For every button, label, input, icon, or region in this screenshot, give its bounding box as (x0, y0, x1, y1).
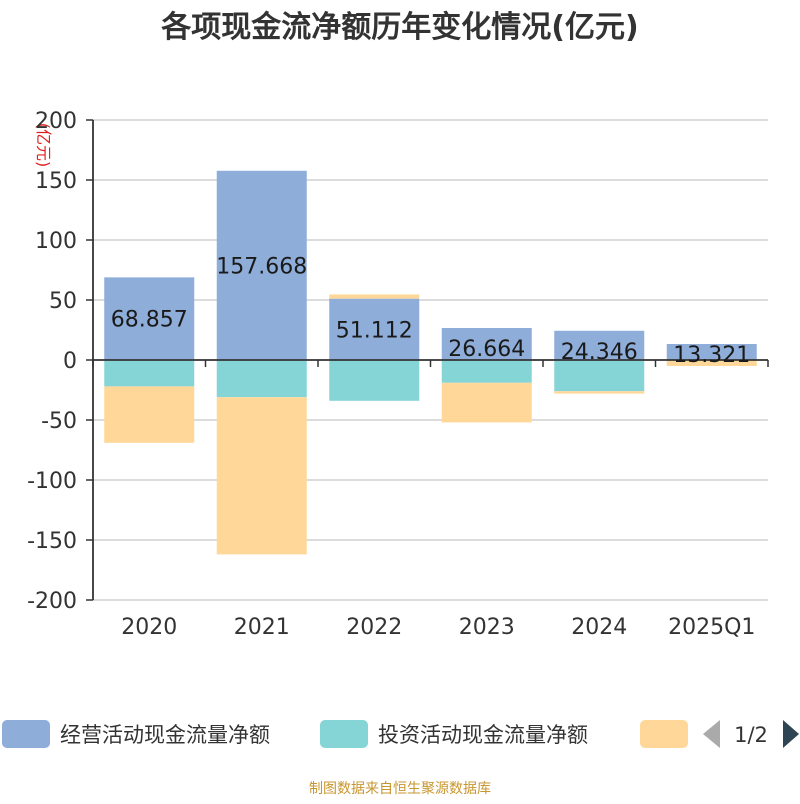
y-tick-label: -50 (41, 409, 77, 434)
bar-2-2023 (441, 360, 532, 383)
bar-1-2020 (104, 277, 195, 360)
bar-3-2025Q1 (666, 360, 757, 366)
y-tick-label: 100 (35, 229, 77, 254)
data-label: 13.321 (673, 343, 750, 368)
bar-3-2021 (216, 397, 307, 555)
chart-title: 各项现金流净额历年变化情况(亿元) (160, 10, 638, 45)
legend-label: 投资活动现金流量净额 (378, 723, 588, 747)
y-tick-label: -150 (27, 529, 77, 554)
x-tick-label: 2020 (121, 615, 177, 640)
y-tick-label: 150 (35, 169, 77, 194)
data-label: 68.857 (111, 308, 188, 333)
data-labels: 68.857 157.668 51.112 26.664 24.346 13.321 (111, 254, 750, 368)
y-tick-label: 200 (35, 109, 77, 134)
data-label: 51.112 (336, 318, 413, 343)
x-tick-label: 2025Q1 (668, 615, 755, 640)
bar-1-2023 (441, 328, 532, 360)
bars (104, 170, 757, 555)
bar-2-2020 (104, 360, 195, 387)
x-tick-label: 2024 (571, 615, 627, 640)
y-tick-label: -200 (27, 589, 77, 614)
legend-label: 经营活动现金流量净额 (60, 723, 270, 747)
x-tick-label: 2022 (346, 615, 402, 640)
x-tick-label: 2023 (459, 615, 515, 640)
data-label: 157.668 (216, 254, 307, 279)
legend-swatch (640, 720, 688, 748)
bar-1-2024 (554, 330, 645, 360)
legend-prev-icon[interactable] (703, 720, 720, 748)
bar-2-2021 (216, 360, 307, 398)
bar-2-2022 (329, 360, 420, 401)
data-source-note: 制图数据来自恒生聚源数据库 (309, 781, 491, 797)
grid (93, 119, 768, 601)
bar-3-2024 (554, 391, 645, 394)
data-label: 26.664 (448, 337, 525, 362)
bar-3-2022 (329, 294, 420, 299)
bar-1-2022 (329, 298, 420, 360)
legend-next-icon[interactable] (783, 720, 799, 748)
legend-swatch (320, 720, 368, 748)
bar-1-2021 (216, 170, 307, 360)
axes: 200 150 100 50 0 -50 -100 -150 -200 2020 2021 2022 2… (27, 109, 769, 640)
y-tick-label: 0 (63, 349, 77, 374)
x-tick-label: 2021 (234, 615, 290, 640)
y-tick-label: -100 (27, 469, 77, 494)
legend: 经营活动现金流量净额 投资活动现金流量净额 1/2 (2, 720, 799, 748)
bar-3-2023 (441, 382, 532, 423)
y-tick-label: 50 (49, 289, 77, 314)
data-label: 24.346 (561, 340, 638, 365)
bar-2-2024 (554, 360, 645, 392)
legend-swatch (2, 720, 50, 748)
bar-3-2020 (104, 386, 195, 443)
bar-1-2025Q1 (666, 344, 757, 360)
legend-page-indicator: 1/2 (734, 723, 768, 747)
y-axis-label: (亿元) (34, 123, 53, 168)
